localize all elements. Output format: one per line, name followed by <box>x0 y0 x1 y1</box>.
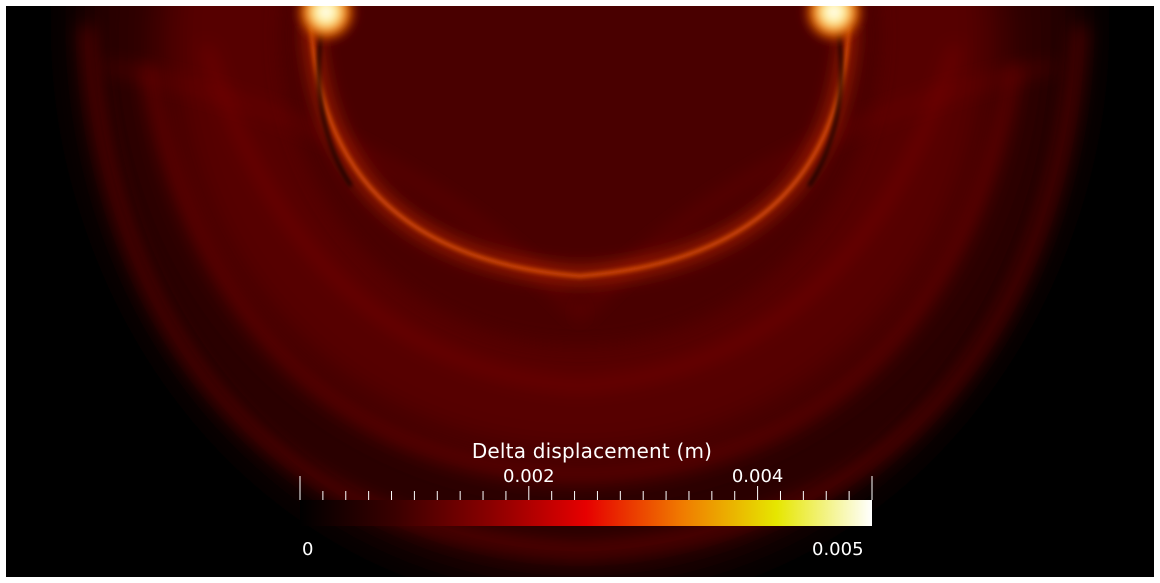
mid-wavefront <box>142 65 1020 481</box>
central-field <box>280 6 880 346</box>
main-wavefront <box>309 25 851 278</box>
colorbar-tick-label: 0.004 <box>731 466 784 487</box>
colorbar-title: Delta displacement (m) <box>471 439 713 463</box>
outer-wavefront <box>81 25 1086 557</box>
colorbar-tick-label: 0.002 <box>503 466 555 487</box>
inner-wavefront <box>203 45 959 390</box>
render-viewport[interactable]: Delta displacement (m) <box>6 6 1154 577</box>
right-source <box>800 6 868 46</box>
left-source <box>292 6 360 46</box>
colorbar-gradient <box>300 500 872 526</box>
displacement-field <box>80 6 1086 577</box>
colorbar-max-label: 0.005 <box>812 539 864 560</box>
colorbar-min-label: 0 <box>302 539 314 560</box>
colorbar-ticks <box>299 476 873 500</box>
